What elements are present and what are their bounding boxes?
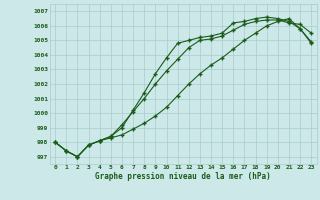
X-axis label: Graphe pression niveau de la mer (hPa): Graphe pression niveau de la mer (hPa) xyxy=(95,172,271,181)
